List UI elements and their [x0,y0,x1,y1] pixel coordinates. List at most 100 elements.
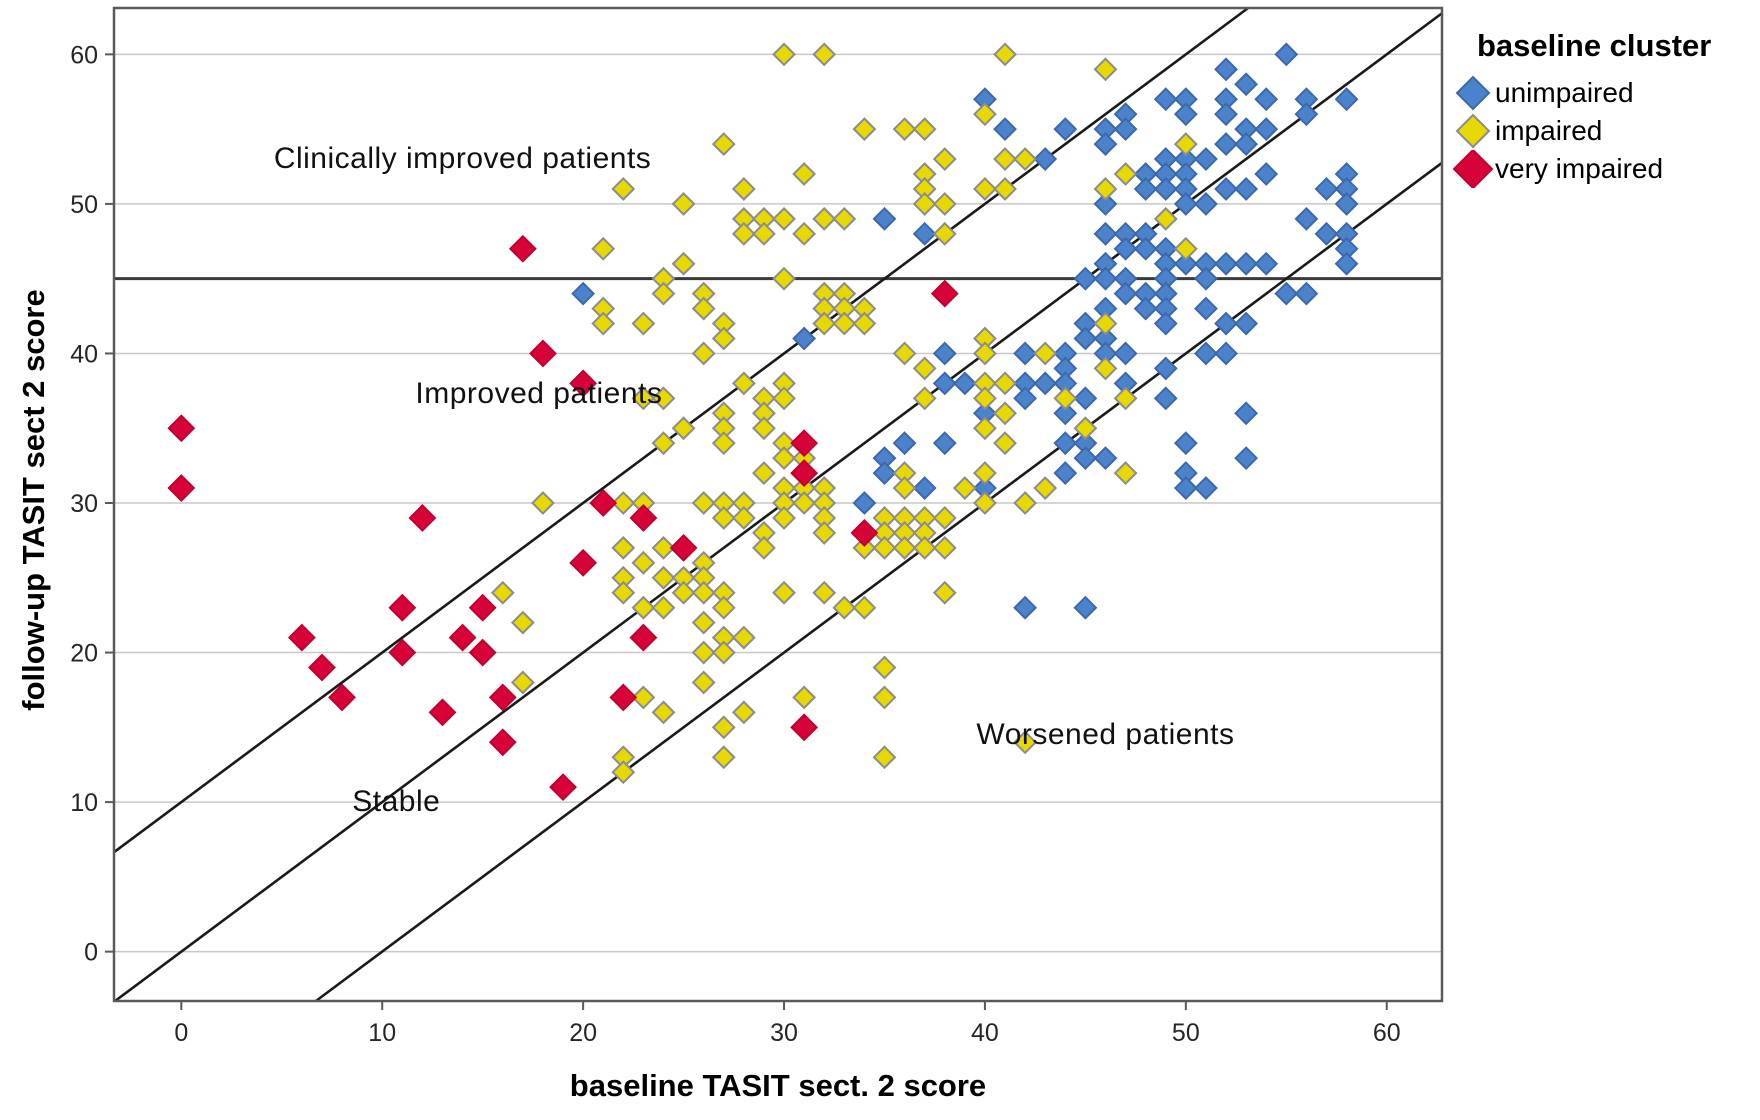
data-point [1214,251,1238,276]
data-point [1274,42,1299,67]
data-point [1254,117,1279,142]
data-point [691,491,716,515]
data-point [1133,177,1158,201]
annotation-improved: Improved patients [415,376,663,410]
data-point [510,610,535,635]
data-point [932,371,957,396]
data-point [792,221,817,246]
legend-label: impaired [1495,115,1603,146]
data-point [691,640,716,665]
data-point [993,177,1017,201]
data-point [752,461,776,486]
data-point [1314,221,1339,246]
plot-frame [112,6,1444,1003]
data-point [711,132,736,157]
data-point [1334,251,1359,276]
data-point [832,311,857,336]
data-point [1073,416,1098,441]
y-tick-label: 50 [70,191,98,219]
y-tick-label: 10 [70,789,98,817]
x-tick-label: 20 [569,1019,597,1047]
data-point [872,745,897,770]
data-point [1334,87,1359,112]
data-point [912,191,937,216]
data-point [1093,266,1118,291]
data-point [1033,371,1058,396]
x-tick-label: 40 [971,1019,999,1047]
data-point [1093,177,1118,201]
data-point [1013,386,1038,411]
data-point [448,623,477,652]
y-axis-title: follow-up TASIT sect 2 score [16,289,51,711]
data-point [651,700,676,725]
data-point [872,535,897,560]
data-point [772,206,796,231]
data-point [1153,311,1178,336]
data-point [531,491,555,515]
data-point [1234,132,1259,157]
data-point [651,565,676,590]
data-point [993,371,1017,396]
data-point [1013,730,1038,755]
unimpaired-diamond-icon [1455,75,1491,111]
data-point [1254,87,1279,112]
data-point [1073,266,1098,291]
x-tick-label: 10 [368,1019,396,1047]
data-point [912,535,937,560]
data-point [731,506,756,530]
data-point [1173,431,1198,456]
data-point [752,535,776,560]
data-point [711,326,736,351]
data-point [611,760,636,785]
data-point [792,162,817,186]
data-point [1113,162,1138,186]
data-point [1113,236,1138,261]
data-point [812,580,837,605]
data-point [711,595,736,620]
data-point [952,371,977,396]
annotation-clinically-improved: Clinically improved patients [273,142,652,176]
data-point [510,670,535,695]
data-point [1294,102,1319,127]
data-point [731,625,756,650]
data-point [993,431,1017,456]
legend: baseline cluster unimpaired impaired ver… [1452,28,1752,188]
data-point [609,683,638,712]
data-point [973,461,997,486]
y-tick-label: 30 [70,490,98,518]
data-point [1013,491,1038,515]
data-point [1053,401,1078,426]
data-point [792,491,817,515]
data-point [892,535,917,560]
data-point [1334,191,1359,216]
data-point [1013,341,1038,366]
data-point [1254,162,1279,186]
impaired-diamond-icon [1455,113,1491,149]
data-point [631,550,656,575]
data-point [328,683,356,712]
data-point [388,593,417,622]
data-point [651,386,676,411]
data-point [1214,311,1238,336]
data-point [308,653,336,682]
data-point [167,414,196,443]
data-point [1153,177,1178,201]
data-point [711,715,736,740]
data-point [1133,296,1158,321]
scatter-series-unimpaired [571,42,1359,620]
data-point [1173,236,1198,261]
data-point [631,386,656,411]
data-point [388,638,417,667]
data-point [488,683,517,712]
data-point [1053,461,1078,486]
data-point [912,221,937,246]
data-point [973,416,997,441]
data-point [872,685,897,710]
data-point [832,206,857,231]
data-point [1173,251,1198,276]
data-point [408,504,437,532]
legend-label: unimpaired [1495,77,1634,108]
data-point [872,206,897,231]
